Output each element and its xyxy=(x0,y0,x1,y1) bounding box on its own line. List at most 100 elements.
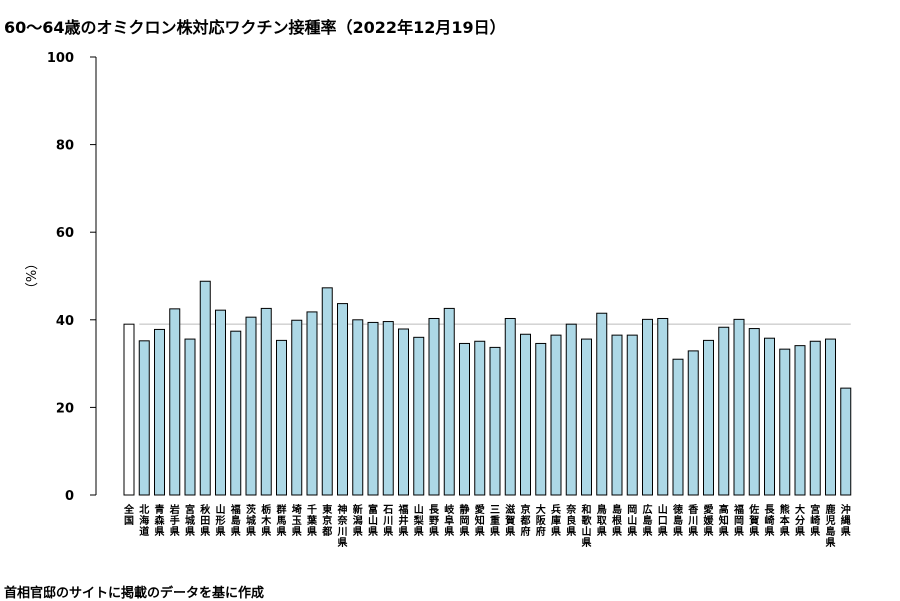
y-tick-label: 40 xyxy=(56,314,74,329)
y-tick-label: 100 xyxy=(47,51,74,66)
bar-39 xyxy=(703,339,714,496)
x-tick-label: 福岡県 xyxy=(733,503,744,538)
x-tick-label: 秋田県 xyxy=(200,503,211,538)
y-axis: 0 20 40 60 80 100 xyxy=(47,51,97,504)
bar-48 xyxy=(840,387,852,496)
bar-8 xyxy=(230,330,242,496)
x-tick-label: 埼玉県 xyxy=(292,503,302,538)
bar-5 xyxy=(184,338,196,496)
x-tick-label: 岩手県 xyxy=(169,503,180,538)
x-tick-label: 岐阜県 xyxy=(444,503,454,538)
x-tick-label: 富山県 xyxy=(368,503,378,538)
bar-38 xyxy=(687,350,699,496)
bar-34 xyxy=(626,334,638,496)
x-tick-label: 青森県 xyxy=(154,503,166,538)
bar-43 xyxy=(764,337,775,496)
y-tick-label: 80 xyxy=(56,139,74,154)
x-tick-label: 大阪府 xyxy=(536,503,547,538)
bar-16 xyxy=(352,319,364,496)
x-tick-label: 徳島県 xyxy=(672,503,683,538)
x-tick-label: 愛媛県 xyxy=(703,503,715,538)
bar-14 xyxy=(321,287,333,496)
bar-36 xyxy=(657,317,669,496)
x-tick-label: 京都府 xyxy=(520,503,531,538)
y-tick-label: 60 xyxy=(56,226,74,241)
bar-4 xyxy=(169,308,181,496)
chart-title: 60～64歳のオミクロン株対応ワクチン接種率（2022年12月19日） xyxy=(4,18,506,37)
bar-15 xyxy=(337,303,348,496)
x-tick-label: 大分県 xyxy=(795,503,805,538)
bar-42 xyxy=(748,328,760,496)
x-tick-label: 群馬県 xyxy=(277,503,287,538)
bar-12 xyxy=(291,319,303,496)
bar-20 xyxy=(413,336,425,496)
x-tick-label: 熊本県 xyxy=(780,503,791,538)
x-tick-label: 神奈川県 xyxy=(337,503,349,549)
bar-47 xyxy=(825,338,836,496)
x-tick-label: 長崎県 xyxy=(765,504,776,538)
x-tick-label: 広島県 xyxy=(643,503,653,538)
bar-11 xyxy=(276,339,287,496)
x-tick-label: 愛知県 xyxy=(474,503,485,538)
bar-26 xyxy=(504,317,516,496)
bar-27 xyxy=(520,333,531,496)
bar-29 xyxy=(550,334,562,496)
x-tick-label: 山口県 xyxy=(658,503,668,538)
bar-3 xyxy=(154,328,165,496)
x-tick-label: 沖縄県 xyxy=(841,503,851,538)
x-tick-label: 山形県 xyxy=(216,503,226,538)
x-tick-label: 滋賀県 xyxy=(504,503,515,538)
bar-23 xyxy=(459,342,470,496)
x-tick-label: 新潟県 xyxy=(353,503,363,538)
bar-44 xyxy=(779,348,791,496)
x-tick-label: 北海道 xyxy=(139,503,149,538)
x-tick-label: 佐賀県 xyxy=(748,503,759,538)
bar-25 xyxy=(489,346,501,496)
x-tick-label: 千葉県 xyxy=(306,503,318,538)
x-tick-label: 茨城県 xyxy=(246,503,256,538)
y-axis-label: （%） xyxy=(25,257,40,295)
x-labels: 全国北海道青森県岩手県宮城県秋田県山形県福島県茨城県栃木県群馬県埼玉県千葉県東京… xyxy=(123,503,851,549)
x-tick-label: 兵庫県 xyxy=(551,503,561,538)
bar-2 xyxy=(138,340,150,496)
x-tick-label: 和歌山県 xyxy=(581,503,593,549)
x-tick-label: 長野県 xyxy=(429,504,440,538)
x-tick-label: 栃木県 xyxy=(260,503,272,538)
bar-28 xyxy=(535,342,547,496)
x-tick-label: 島根県 xyxy=(612,503,622,538)
bar-9 xyxy=(245,316,257,496)
bar-1 xyxy=(123,323,135,496)
x-tick-label: 全国 xyxy=(123,503,135,527)
bar-46 xyxy=(809,340,821,496)
x-tick-label: 山梨県 xyxy=(413,503,425,538)
bar-41 xyxy=(733,318,745,496)
bar-19 xyxy=(398,328,409,496)
bar-37 xyxy=(672,358,684,496)
x-tick-label: 鹿児島県 xyxy=(825,503,836,549)
bar-18 xyxy=(382,321,394,496)
y-tick-label: 0 xyxy=(65,489,74,504)
bar-21 xyxy=(428,317,440,496)
bar-24 xyxy=(474,340,486,496)
bar-35 xyxy=(642,318,653,496)
x-tick-label: 奈良県 xyxy=(565,503,577,538)
x-tick-label: 福井県 xyxy=(398,503,409,538)
bar-6 xyxy=(199,280,211,496)
x-tick-label: 石川県 xyxy=(382,504,393,538)
x-tick-label: 宮城県 xyxy=(185,503,195,538)
x-tick-label: 福島県 xyxy=(230,503,241,538)
x-tick-label: 香川県 xyxy=(687,503,698,538)
x-tick-label: 東京都 xyxy=(321,503,332,538)
bar-45 xyxy=(794,345,806,496)
bar-13 xyxy=(306,311,318,496)
y-tick-label: 20 xyxy=(56,401,74,416)
bar-10 xyxy=(260,307,272,496)
bar-33 xyxy=(611,334,623,496)
bar-31 xyxy=(581,338,592,496)
chart-caption: 首相官邸のサイトに掲載のデータを基に作成 xyxy=(4,586,265,601)
bar-40 xyxy=(718,326,730,496)
x-tick-label: 静岡県 xyxy=(460,503,470,538)
bar-32 xyxy=(596,312,608,496)
bar-30 xyxy=(565,323,577,496)
